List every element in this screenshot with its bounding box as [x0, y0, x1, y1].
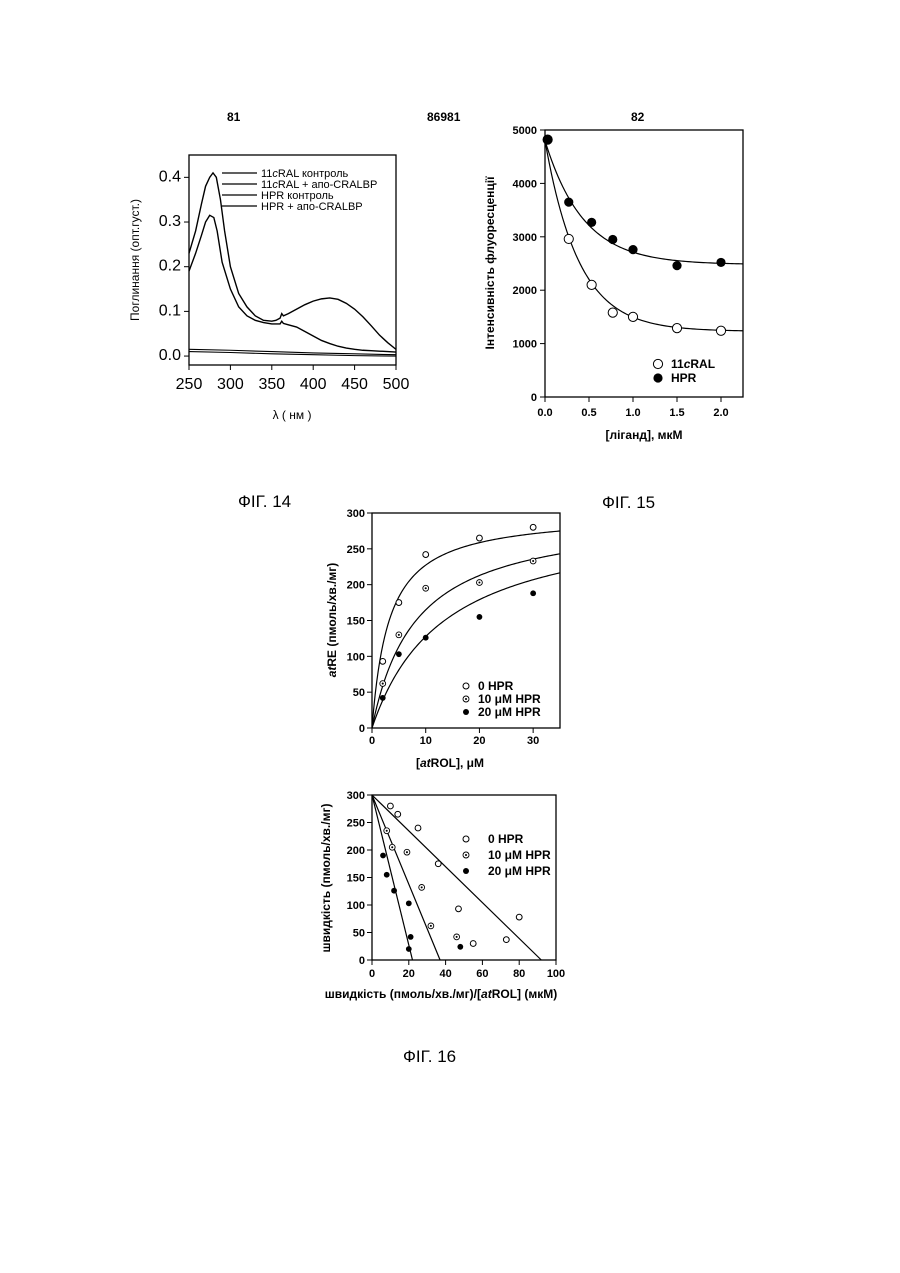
fig16b-legend-entry: 20 μM HPR	[488, 864, 551, 878]
fig16b-x-tick-label: 80	[513, 968, 525, 980]
fig16b-data-point	[428, 923, 434, 929]
fig16b-data-point	[454, 934, 460, 940]
fig16b-data-point	[419, 885, 425, 891]
fig16b-data-point	[406, 946, 412, 952]
fig16b-data-point	[470, 941, 476, 947]
fig16b-y-tick-label: 50	[353, 928, 365, 940]
fig16b-x-axis-label: швидкість (пмоль/хв./мг)/[atROL] (мкМ)	[325, 987, 557, 1001]
fig16b-data-point	[415, 825, 421, 831]
fig16b-y-tick-label: 300	[347, 790, 365, 802]
fig16b-data-point	[404, 849, 410, 855]
fig16b-x-tick-label: 0	[369, 968, 375, 980]
fig16b-data-point	[406, 900, 412, 906]
fig16b-data-point	[408, 934, 414, 940]
fig16b-data-point	[391, 888, 397, 894]
fig16b-data-point	[456, 906, 462, 912]
fig16b-legend-entry: 10 μM HPR	[488, 848, 551, 862]
fig16b-legend-entry: 0 HPR	[488, 832, 524, 846]
fig16b-data-point	[389, 844, 395, 850]
fig16b-y-tick-label: 100	[347, 900, 365, 912]
fig16b-y-axis-label: швидкість (пмоль/хв./мг)	[319, 804, 333, 953]
fig16b-y-tick-label: 200	[347, 845, 365, 857]
fig16b-legend-marker	[463, 852, 469, 858]
fig16b-data-point	[384, 872, 390, 878]
fig16b-data-point	[503, 937, 509, 943]
fig16b-data-point	[384, 828, 390, 834]
fig16b-data-point	[388, 803, 394, 809]
fig16b-legend-marker	[463, 836, 469, 842]
fig16b-y-tick-label: 0	[359, 955, 365, 967]
fig16b-legend-marker	[463, 868, 469, 874]
fig16b-data-point	[380, 853, 386, 859]
fig16b-x-tick-label: 40	[439, 968, 451, 980]
fig16b-y-tick-label: 150	[347, 873, 365, 885]
fig16b-data-point	[435, 861, 441, 867]
fig16b-x-tick-label: 100	[547, 968, 565, 980]
fig16-caption: ФІГ. 16	[403, 1047, 456, 1067]
fig16b-x-tick-label: 60	[476, 968, 488, 980]
fig16b-data-point	[395, 811, 401, 817]
fig16b-data-point	[457, 944, 463, 950]
fig16b-y-tick-label: 250	[347, 818, 365, 830]
fig16b-data-point	[516, 914, 522, 920]
fig16b-x-tick-label: 20	[403, 968, 415, 980]
